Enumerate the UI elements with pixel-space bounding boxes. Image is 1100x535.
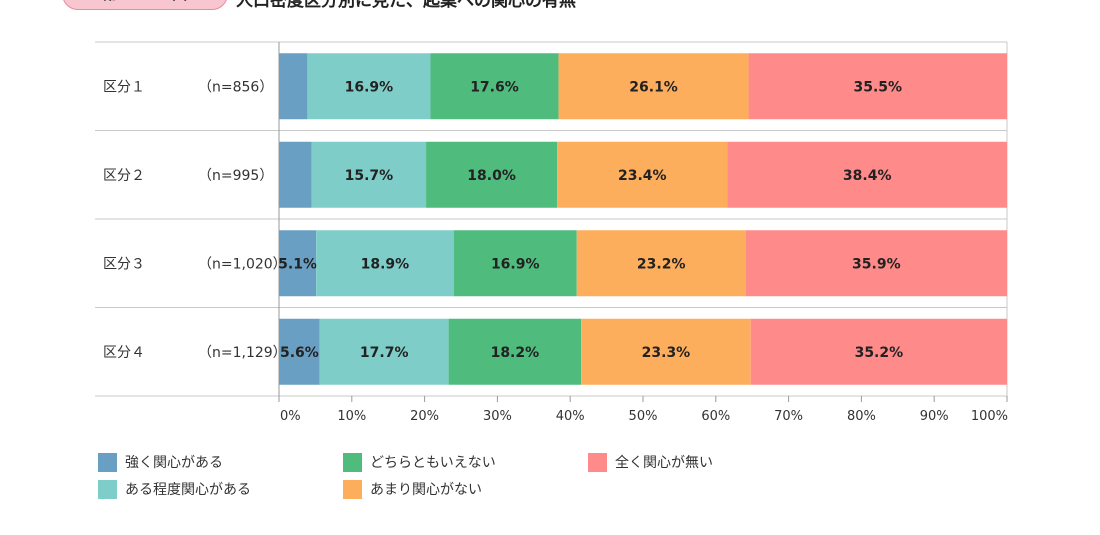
x-tick-label: 40% <box>556 409 585 424</box>
legend-label: どちらともいえない <box>370 455 496 471</box>
data-label: 17.6% <box>470 79 519 95</box>
data-label: 35.5% <box>853 79 902 95</box>
x-tick-label: 90% <box>920 409 949 424</box>
x-tick-label: 70% <box>774 409 803 424</box>
bar-segment <box>279 318 320 385</box>
x-tick-label: 80% <box>847 409 876 424</box>
legend-label: あまり関心がない <box>370 482 482 498</box>
legend-label: ある程度関心がある <box>125 482 251 498</box>
x-tick-label: 50% <box>629 409 658 424</box>
sample-size-label: （n=856） <box>198 79 273 95</box>
bar-segment <box>316 230 454 297</box>
data-label: 18.2% <box>491 345 540 361</box>
legend-label: 強く関心がある <box>125 455 223 471</box>
page-title: 人口密度区分別に見た、起業への関心の有無 <box>236 0 576 11</box>
legend-label: 全く関心が無い <box>615 455 713 471</box>
bar-segment <box>279 53 308 120</box>
bar-segment <box>279 230 317 297</box>
legend-item: あまり関心がない <box>343 479 482 499</box>
category-label: 区分１ <box>103 79 145 95</box>
bar-segment <box>581 318 751 385</box>
bar-segment <box>307 53 431 120</box>
data-label: 38.4% <box>843 168 892 184</box>
sample-size-label: （n=1,020） <box>198 256 287 272</box>
data-label: 15.7% <box>345 168 394 184</box>
bar-segment <box>453 230 577 297</box>
bar-segment <box>279 141 312 208</box>
bar-segment <box>319 318 449 385</box>
data-label: 18.9% <box>361 256 410 272</box>
data-label: 26.1% <box>629 79 678 95</box>
bar-segment <box>557 141 728 208</box>
bar-segment <box>430 53 559 120</box>
sample-size-label: （n=995） <box>198 168 273 184</box>
chart-legend: 強く関心がある どちらともいえない 全く関心が無いある程度関心がある あまり関心がない <box>98 452 858 512</box>
legend-item: どちらともいえない <box>343 452 496 472</box>
legend-swatch <box>343 479 362 499</box>
data-label: 17.7% <box>360 345 409 361</box>
x-tick-label: 60% <box>701 409 730 424</box>
category-label: 区分２ <box>103 168 145 184</box>
data-label: 5.1% <box>278 256 317 272</box>
category-label: 区分３ <box>103 256 145 272</box>
legend-swatch <box>343 452 362 472</box>
data-label: 23.4% <box>618 168 667 184</box>
bar-segment <box>448 318 582 385</box>
x-tick-label: 10% <box>337 409 366 424</box>
legend-swatch <box>98 452 117 472</box>
data-label: 16.9% <box>491 256 540 272</box>
data-label: 23.3% <box>642 345 691 361</box>
legend-item: ある程度関心がある <box>98 479 251 499</box>
legend-item: 全く関心が無い <box>588 452 713 472</box>
data-label: 35.9% <box>852 256 901 272</box>
x-tick-label: 30% <box>483 409 512 424</box>
data-label: 35.2% <box>855 345 904 361</box>
data-label: 18.0% <box>467 168 516 184</box>
x-tick-label: 100% <box>971 409 1008 424</box>
bar-segment <box>745 230 1007 297</box>
legend-swatch <box>98 479 117 499</box>
bar-segment <box>727 141 1007 208</box>
bar-segment <box>426 141 558 208</box>
data-label: 5.6% <box>280 345 319 361</box>
bar-segment <box>748 53 1007 120</box>
data-label: 16.9% <box>345 79 394 95</box>
category-label: 区分４ <box>103 345 145 361</box>
bar-segment <box>750 318 1007 385</box>
bar-segment <box>558 53 749 120</box>
bar-segment <box>311 141 427 208</box>
legend-item: 強く関心がある <box>98 452 223 472</box>
x-tick-label: 0% <box>280 409 301 424</box>
x-tick-label: 20% <box>410 409 439 424</box>
bar-segment <box>576 230 746 297</box>
data-label: 23.2% <box>637 256 686 272</box>
sample-size-label: （n=1,129） <box>198 345 287 361</box>
legend-swatch <box>588 452 607 472</box>
